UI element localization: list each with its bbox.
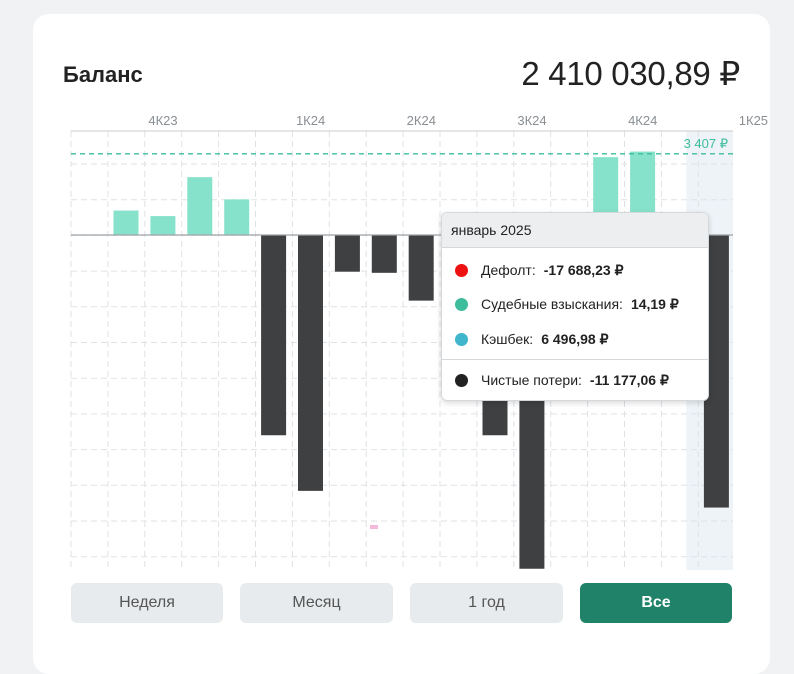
cashback-dot-icon bbox=[455, 333, 468, 346]
chart-tooltip: январь 2025 Дефолт: -17 688,23 ₽ Судебные… bbox=[441, 212, 709, 401]
total-dot-icon bbox=[455, 374, 468, 387]
chart-bar bbox=[298, 235, 323, 491]
chart-bar bbox=[408, 235, 434, 301]
chart-bar bbox=[224, 199, 250, 235]
page-title: Баланс bbox=[63, 62, 143, 87]
court-dot-icon bbox=[455, 298, 468, 311]
chart-bar bbox=[150, 216, 176, 235]
tooltip-label: Кэшбек: bbox=[481, 331, 534, 347]
period-week-button[interactable]: Неделя bbox=[71, 583, 223, 623]
tooltip-row-default: Дефолт: -17 688,23 ₽ bbox=[455, 260, 624, 280]
period-all-button[interactable]: Все bbox=[580, 583, 732, 623]
tooltip-label: Чистые потери: bbox=[481, 372, 582, 388]
x-tick-label: 4К24 bbox=[628, 113, 657, 128]
balance-amount: 2 410 030,89 ₽ bbox=[521, 55, 740, 92]
x-tick-label: 4К23 bbox=[148, 113, 177, 128]
period-year-button[interactable]: 1 год bbox=[410, 583, 563, 623]
chart-bar bbox=[334, 235, 360, 272]
tooltip-title: январь 2025 bbox=[442, 213, 708, 248]
tooltip-value: 6 496,98 ₽ bbox=[541, 331, 609, 347]
tooltip-divider bbox=[442, 359, 708, 360]
tooltip-row-total: Чистые потери: -11 177,06 ₽ bbox=[455, 370, 669, 390]
x-tick-label: 1К25 bbox=[739, 113, 768, 128]
x-tick-label: 3К24 bbox=[517, 113, 546, 128]
default-dot-icon bbox=[455, 264, 468, 277]
tooltip-label: Судебные взыскания: bbox=[481, 296, 623, 312]
chart-bar bbox=[113, 210, 139, 235]
tooltip-value: -11 177,06 ₽ bbox=[589, 372, 669, 388]
x-tick-label: 2К24 bbox=[407, 113, 436, 128]
x-tick-label: 1К24 bbox=[296, 113, 325, 128]
chart-bar bbox=[261, 235, 287, 436]
chart-bar bbox=[371, 235, 397, 273]
tooltip-row-court: Судебные взыскания: 14,19 ₽ bbox=[455, 294, 679, 314]
tooltip-value: -17 688,23 ₽ bbox=[543, 262, 624, 278]
tooltip-value: 14,19 ₽ bbox=[630, 296, 679, 312]
tooltip-row-cashback: Кэшбек: 6 496,98 ₽ bbox=[455, 329, 609, 349]
period-month-button[interactable]: Месяц bbox=[240, 583, 393, 623]
chart-bar bbox=[187, 177, 213, 235]
tooltip-label: Дефолт: bbox=[481, 262, 536, 278]
